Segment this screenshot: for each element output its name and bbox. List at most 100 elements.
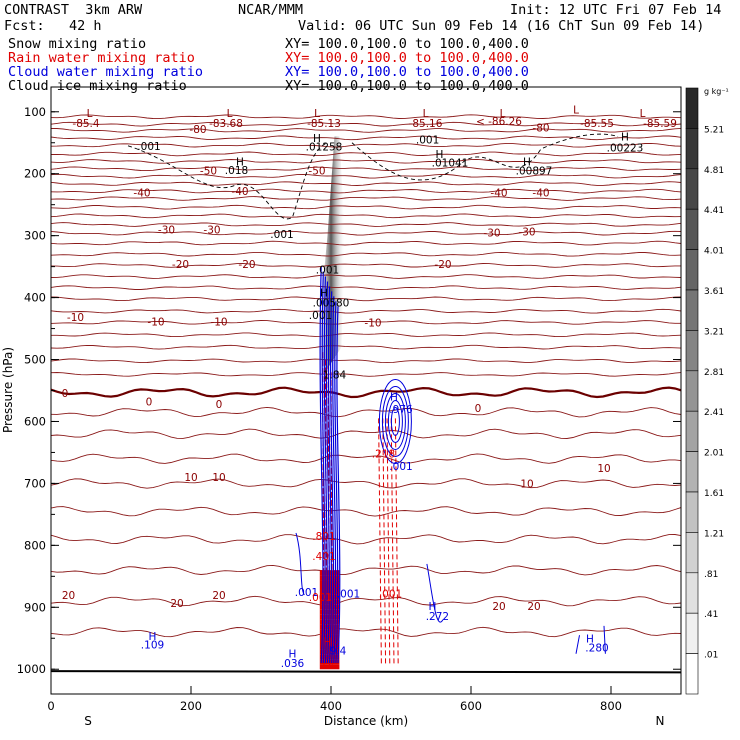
extremum-label: H	[324, 636, 332, 648]
rain-contour	[394, 418, 399, 667]
isotherm-line	[50, 428, 682, 439]
extremum-label: 1.84	[323, 369, 347, 381]
colorbar-label: 2.01	[704, 449, 724, 459]
isotherm-label: 20	[492, 601, 505, 613]
isotherm-line	[50, 263, 681, 268]
isotherm-line	[50, 135, 682, 141]
cloud-water-contour	[426, 563, 444, 623]
isotherm-line	[50, 626, 682, 638]
extremum-label: H	[621, 132, 629, 144]
extremum-label: .01258	[306, 141, 343, 153]
extremum-label: H	[429, 601, 437, 613]
isotherm-line	[50, 285, 682, 291]
isotherm-label: -85.59	[643, 118, 677, 130]
colorbar-swatch	[685, 87, 699, 129]
y-tick-label: 1000	[17, 662, 46, 676]
isotherm-label: 20	[212, 590, 225, 602]
cloud-water-contour	[381, 385, 409, 457]
isotherm-line	[50, 506, 682, 517]
y-tick-label: 700	[24, 476, 46, 490]
colorbar-label: 1.61	[704, 489, 724, 499]
isotherm-label: -20	[172, 259, 189, 271]
extremum-label: L	[423, 108, 429, 120]
isotherm-line	[50, 358, 682, 364]
extremum-label: .109	[141, 639, 164, 651]
rain-band	[319, 614, 340, 620]
extremum-label: .401	[312, 551, 335, 563]
cloud-water-contour	[387, 399, 403, 443]
extremum-label: H	[313, 133, 321, 145]
y-tick-label: 100	[24, 105, 46, 119]
isotherm-line	[50, 142, 682, 148]
cloud-water-contour	[384, 392, 406, 450]
colorbar-label: .81	[704, 570, 718, 580]
extremum-label: .218	[372, 449, 395, 461]
isotherm-line	[50, 534, 682, 545]
isotherm-line	[50, 181, 682, 186]
x-tick-label: 200	[180, 699, 202, 713]
cloud-water-contour	[332, 296, 337, 664]
isotherm-label: 10	[520, 478, 533, 490]
isotherm-line	[50, 453, 682, 464]
field-rain-label: Rain water mixing ratio	[8, 50, 195, 66]
isotherm-line	[50, 478, 682, 489]
valid-time: Valid: 06 UTC Sun 09 Feb 14 (16 ChT Sun …	[298, 18, 705, 34]
extremum-label: .001	[309, 310, 332, 322]
isotherm-label: -30	[203, 224, 220, 236]
isotherm-label: -20	[434, 259, 451, 271]
colorbar-label: .41	[704, 610, 718, 620]
north-label: N	[656, 714, 665, 728]
extremum-label: .00223	[607, 143, 644, 155]
isotherm-line	[50, 308, 682, 314]
colorbar-swatch	[685, 491, 699, 533]
isotherm-line	[50, 344, 682, 350]
isotherm-label: -40	[490, 187, 507, 199]
cloud-water-contour	[390, 406, 400, 436]
isotherm-label: 10	[212, 472, 225, 484]
isotherm-line	[50, 296, 682, 302]
isotherm-label: -80	[532, 122, 549, 134]
isotherm-label: -40	[133, 187, 150, 199]
isotherm-line	[50, 204, 682, 210]
colorbar-label: 3.61	[704, 287, 724, 297]
y-axis-title: Pressure (hPa)	[1, 347, 15, 433]
x-tick-label: 800	[600, 699, 622, 713]
extremum-label: .00580	[313, 298, 350, 310]
south-label: S	[84, 714, 92, 728]
isotherm-label: -10	[147, 317, 164, 329]
colorbar-swatch	[685, 289, 699, 331]
extremum-label: .001	[416, 135, 439, 147]
colorbar-swatch	[685, 653, 699, 695]
extremum-label: L	[87, 108, 93, 120]
temperature-contours	[50, 114, 682, 674]
rain-contour	[378, 418, 382, 667]
colorbar-label: 3.21	[704, 327, 724, 337]
model-title: CONTRAST 3km ARW	[4, 2, 143, 18]
isotherm-label: -85.13	[307, 118, 341, 130]
isotherm-label: 0	[146, 397, 153, 409]
isotherm-line	[50, 114, 682, 120]
cloud-water-contour	[295, 532, 305, 596]
colorbar-swatch	[685, 572, 699, 614]
rain-contour	[390, 418, 395, 667]
extremum-label: .976	[389, 404, 413, 416]
extremum-label: H	[436, 149, 444, 161]
isotherm-line	[50, 240, 682, 246]
extremum-label: .001	[295, 587, 318, 599]
isotherm-label: -10	[364, 317, 381, 329]
extremum-label: L	[314, 108, 320, 120]
isotherm-line	[50, 230, 682, 236]
rain-contour	[386, 418, 391, 667]
colorbar-label: 2.81	[704, 368, 724, 378]
rain-contour	[382, 418, 387, 667]
isotherm-line	[50, 158, 682, 164]
colorbar-label: 4.01	[704, 247, 724, 257]
cloud-water-contour	[327, 286, 332, 664]
rain-band	[319, 664, 340, 670]
field-rain-xy: XY= 100.0,100.0 to 100.0,400.0	[285, 50, 529, 66]
colorbar-swatch	[685, 612, 699, 654]
isotherm-label: -20	[238, 259, 255, 271]
extremum-label: .00897	[516, 166, 553, 178]
isotherm-label: < -86.26	[476, 116, 522, 128]
